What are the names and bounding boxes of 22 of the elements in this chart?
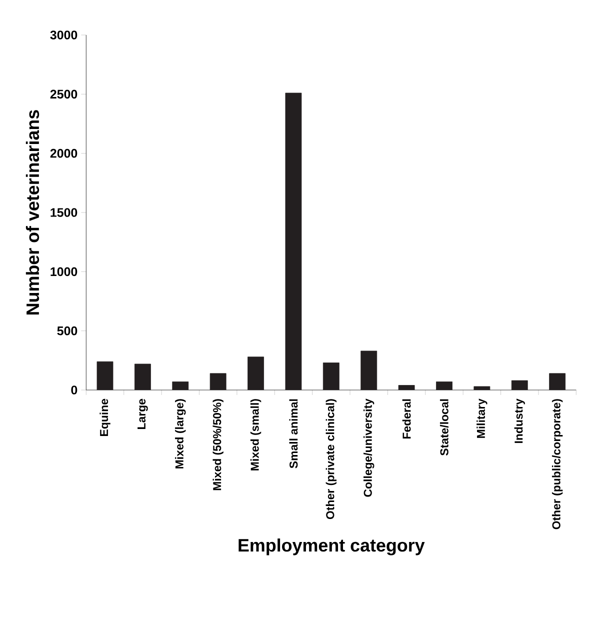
x-tick-label: Large xyxy=(138,398,148,429)
y-tick-label: 2500 xyxy=(50,90,78,99)
x-tick-label: Mixed (small) xyxy=(250,399,262,470)
x-tick-label: Other (private clinical) xyxy=(326,399,336,520)
x-tick-label: Industry xyxy=(514,398,525,443)
x-tick-label: College/university xyxy=(363,398,374,497)
y-tick-label: 3000 xyxy=(50,30,78,40)
x-tick-label: Military xyxy=(476,398,488,438)
x-tick-label: Other (public/corporate) xyxy=(552,399,563,530)
x-axis-title: Employment category xyxy=(238,538,425,556)
y-tick-label: 2000 xyxy=(50,148,78,158)
y-tick-label: 1000 xyxy=(50,267,78,276)
x-tick-label: Mixed (large) xyxy=(175,399,186,468)
y-tick-label: 0 xyxy=(71,386,78,394)
y-tick-label: 1500 xyxy=(50,208,78,217)
x-tick-label: Federal xyxy=(402,399,411,439)
x-tick-label: Equine xyxy=(100,398,110,436)
y-axis-title: Number of veterinarians xyxy=(26,110,40,314)
x-tick-label: State/local xyxy=(440,399,449,456)
y-tick-label: 500 xyxy=(57,326,78,336)
x-tick-label: Small animal xyxy=(289,399,298,468)
x-tick-label: Mixed (50%/50%) xyxy=(212,399,224,490)
